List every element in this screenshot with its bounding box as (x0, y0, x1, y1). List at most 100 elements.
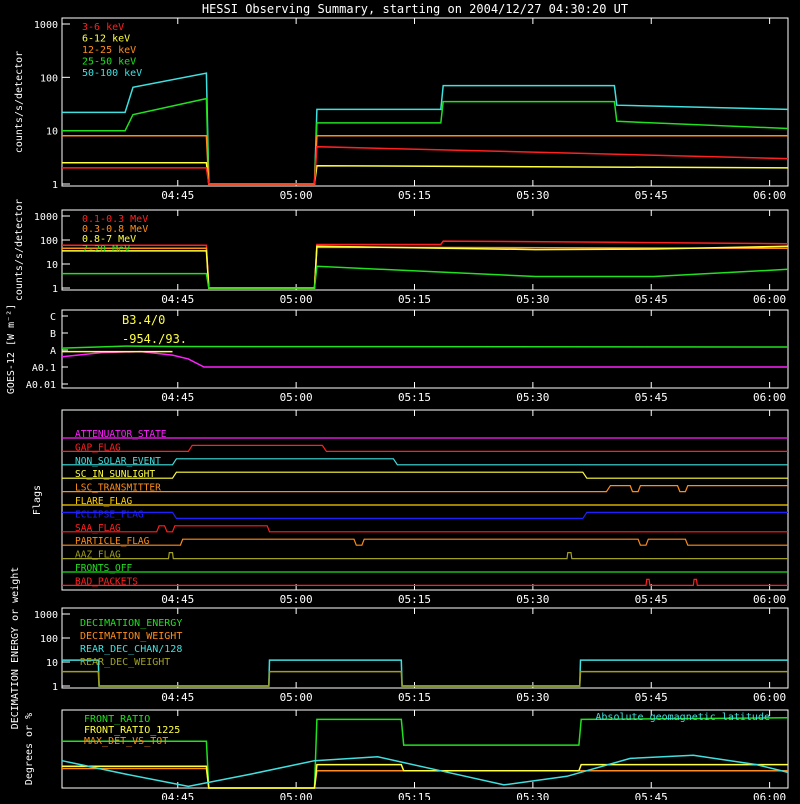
low-ylabel: counts/s/detector (14, 51, 25, 153)
low-time-label: 05:00 (280, 189, 313, 202)
flag-label-saa-flag: SAA_FLAG (75, 523, 121, 534)
flags-time-label: 05:15 (398, 593, 431, 606)
flag-label-bad-packets: BAD_PACKETS (75, 576, 138, 587)
ratio-time-label: 04:45 (161, 791, 194, 800)
low-ytick-label: 1 (52, 180, 58, 191)
low-time-label: 06:00 (753, 189, 786, 202)
high-legend-0-8-7-mev: 0.8-7 MeV (82, 234, 136, 245)
decim-ytick-label: 10 (46, 658, 58, 669)
ratio-time-label: 05:00 (280, 791, 313, 800)
flags-time-label: 04:45 (161, 593, 194, 606)
decim-legend-decimation-weight: DECIMATION_WEIGHT (80, 631, 182, 642)
ratio-time-label: 06:00 (753, 791, 786, 800)
ratio-ylabel: Degrees or % (24, 713, 35, 785)
high-time-label: 05:45 (635, 293, 668, 306)
flag-line-gap-flag (62, 444, 788, 452)
high-legend-7-20-mev: 7-20 MeV (82, 244, 130, 255)
goes-annotation-class: B3.4/0 (122, 313, 165, 327)
goes-ytick-label: A0.1 (32, 363, 56, 374)
flag-label-gap-flag: GAP_FLAG (75, 442, 121, 453)
low-time-label: 05:30 (516, 189, 549, 202)
flags-ylabel: Flags (32, 485, 43, 515)
high-series-0-3-0-8-mev (62, 246, 789, 289)
decim-time-label: 05:00 (280, 691, 313, 704)
decim-time-label: 05:45 (635, 691, 668, 704)
ratio-legend-max-det-vs-tot: MAX_DET_VS_TOT (84, 736, 168, 747)
flag-label-attenuator-state: ATTENUATOR_STATE (75, 429, 167, 440)
goes-ytick-label: C (50, 312, 56, 323)
low-legend-6-12-kev: 6-12 keV (82, 34, 130, 45)
high-ytick-label: 100 (40, 236, 58, 247)
decim-time-label: 05:30 (516, 691, 549, 704)
decim-series-rear-dec-chan-128 (62, 659, 788, 687)
ratio-series-front-ratio-1225 (62, 763, 788, 789)
goes-ylabel: GOES-12 [W m⁻²] (6, 304, 17, 394)
high-time-label: 05:00 (280, 293, 313, 306)
low-series-3-6-kev (62, 145, 789, 185)
flag-line-saa-flag (62, 525, 788, 533)
flag-label-aaz-flag: AAZ_FLAG (75, 550, 121, 561)
flag-label-flare-flag: FLARE_FLAG (75, 496, 132, 507)
low-legend-25-50-kev: 25-50 keV (82, 57, 136, 68)
ratio-time-label: 05:30 (516, 791, 549, 800)
flag-line-lsc-transmitter (62, 485, 788, 493)
goes-frame (61, 309, 789, 389)
low-legend-50-100-kev: 50-100 keV (82, 68, 142, 79)
low-time-label: 04:45 (161, 189, 194, 202)
high-ytick-label: 10 (46, 260, 58, 271)
low-time-label: 05:15 (398, 189, 431, 202)
decim-time-label: 05:15 (398, 691, 431, 704)
goes-time-label: 05:30 (516, 391, 549, 404)
high-ytick-label: 1000 (34, 212, 58, 223)
decim-time-label: 04:45 (161, 691, 194, 704)
ratio-legend-front-ratio-1225: FRONT_RATIO_1225 (84, 725, 180, 736)
high-time-label: 05:30 (516, 293, 549, 306)
high-series-7-20-mev (62, 265, 789, 289)
ratio-frame (61, 709, 789, 789)
low-ytick-label: 10 (46, 127, 58, 138)
flags-time-label: 05:30 (516, 593, 549, 606)
decim-legend-rear-dec-weight: REAR_DEC_WEIGHT (80, 657, 170, 668)
decim-legend-decimation-energy: DECIMATION_ENERGY (80, 618, 182, 629)
goes-time-label: 06:00 (753, 391, 786, 404)
high-legend-0-3-0-8-mev: 0.3-0.8 MeV (82, 224, 148, 235)
low-series-25-50-kev (62, 97, 789, 185)
decim-legend-rear-dec-chan-128: REAR_DEC_CHAN/128 (80, 644, 182, 655)
flag-line-bad-packets (62, 578, 788, 587)
high-series-0-8-7-mev (62, 245, 789, 289)
goes-ytick-label: A0.01 (26, 380, 56, 391)
ratio-legend-front-ratio: FRONT_RATIO (84, 714, 150, 725)
high-ytick-label: 1 (52, 284, 58, 295)
flag-line-aaz-flag (62, 551, 788, 560)
goes-time-label: 05:45 (635, 391, 668, 404)
goes-series-short (61, 350, 788, 368)
low-series-12-25-kev (62, 135, 788, 185)
flag-line-sc-in-sunlight (62, 471, 788, 479)
ratio-annotation-latitude: Absolute geomagnetic latitude (595, 712, 770, 723)
flags-frame (61, 409, 789, 591)
goes-time-label: 05:15 (398, 391, 431, 404)
low-time-label: 05:45 (635, 189, 668, 202)
goes-ytick-label: A (50, 346, 56, 357)
decim-ytick-label: 100 (40, 634, 58, 645)
low-series-6-12-kev (62, 162, 789, 185)
goes-annotation-value: -954./93. (122, 332, 187, 346)
high-legend-0-1-0-3-mev: 0.1-0.3 MeV (82, 214, 148, 225)
decim-ytick-label: 1000 (34, 610, 58, 621)
decim-ytick-label: 1 (52, 682, 58, 693)
flag-label-sc-in-sunlight: SC_IN_SUNLIGHT (75, 469, 155, 480)
low-legend-3-6-kev: 3-6 keV (82, 22, 124, 33)
flag-line-particle-flag (62, 538, 788, 546)
high-time-label: 06:00 (753, 293, 786, 306)
flag-label-particle-flag: PARTICLE_FLAG (75, 536, 150, 547)
flag-line-non-solar-event (62, 458, 788, 466)
decim-frame (61, 607, 789, 689)
goes-time-label: 04:45 (161, 391, 194, 404)
chart-title: HESSI Observing Summary, starting on 200… (202, 2, 628, 16)
decim-ylabel: DECIMATION ENERGY or weight (10, 567, 21, 730)
flag-label-eclipse-flag: ECLIPSE_FLAG (75, 509, 144, 520)
high-ylabel: counts/s/detector (14, 199, 25, 301)
high-frame (61, 209, 789, 291)
goes-series-long (61, 345, 789, 349)
